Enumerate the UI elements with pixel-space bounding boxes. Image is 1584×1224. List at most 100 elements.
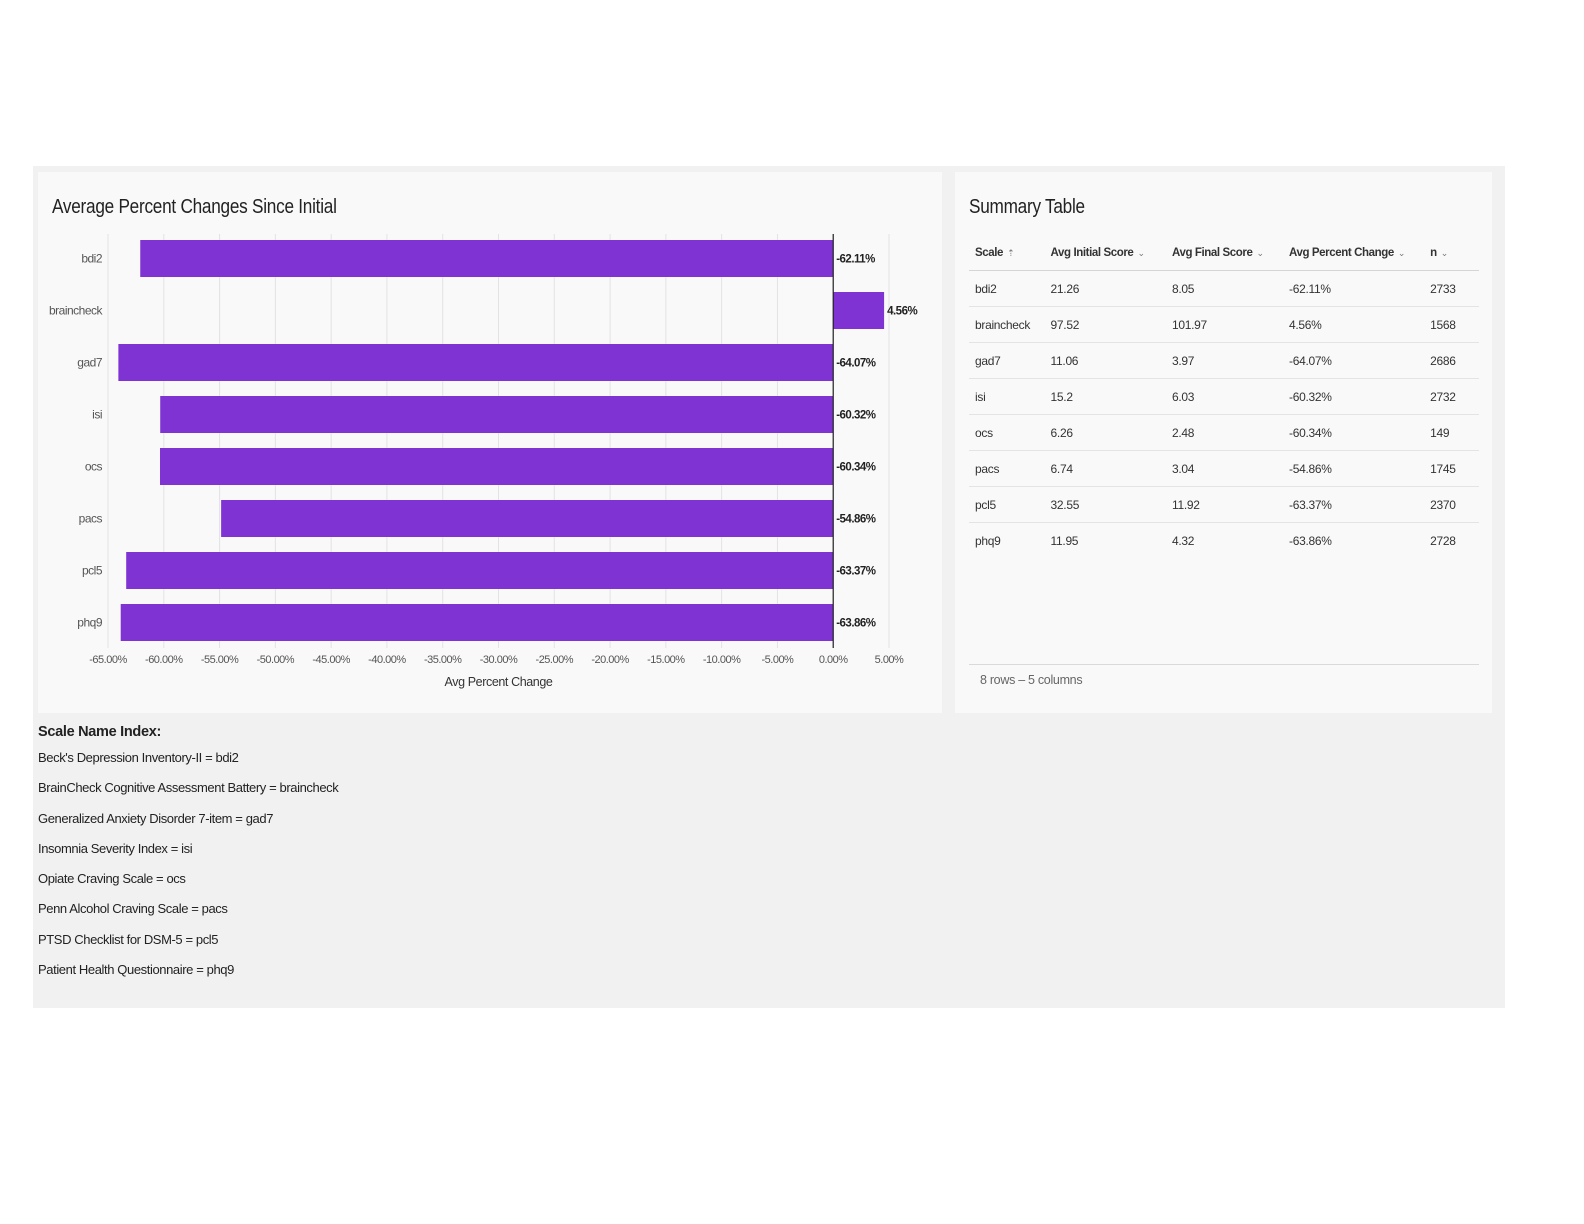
table-cell: ocs [969,414,1045,451]
x-tick-label: -35.00% [424,654,462,666]
table-row: braincheck 97.52 101.97 4.56% 1568 [969,306,1479,343]
x-tick-label: -45.00% [312,654,350,666]
y-tick-label: braincheck [49,304,104,318]
table-cell: phq9 [975,533,1001,548]
data-label: -54.86% [836,514,876,526]
table-row: gad7 11.06 3.97 -64.07% 2686 [969,342,1479,379]
x-tick-label: -5.00% [761,654,794,666]
bar [140,240,834,277]
y-tick-label: ocs [85,460,103,474]
column-header-2[interactable]: Avg Final Score ⌄ [1165,236,1284,271]
summary-table-panel: Summary Table Scale ⇡ Avg Initial Score ⌄ Av… [955,172,1492,713]
table-row: ocs 6.26 2.48 -60.34% 149 [969,414,1479,451]
bar [833,292,885,329]
x-tick-label: -60.00% [145,654,183,666]
table-cell: 2686 [1424,342,1479,379]
data-label: 4.56% [887,306,917,318]
table-cell: -64.07% [1283,342,1425,379]
chevron-down-icon[interactable]: ⌄ [1397,248,1406,258]
table-cell: 2.48 [1165,414,1284,451]
x-tick-label: -40.00% [368,654,406,666]
table-cell: 32.55 [1044,486,1166,523]
index-item: Insomnia Severity Index = isi [38,840,193,856]
bar [118,344,834,381]
table-cell: 149 [1424,414,1479,451]
table-header-row: Scale ⇡ Avg Initial Score ⌄ Avg Final Score ⌄… [969,236,1479,271]
table-cell: -60.34% [1283,414,1425,451]
index-item: Opiate Craving Scale = ocs [38,871,186,887]
column-header-3[interactable]: Avg Percent Change ⌄ [1283,236,1425,271]
x-tick-label: -30.00% [480,654,518,666]
data-label: -62.11% [836,254,875,266]
index-item: Patient Health Questionnaire = phq9 [38,962,234,978]
y-tick-label: pacs [79,512,103,526]
table-row: bdi2 21.26 8.05 -62.11% 2733 [969,270,1479,307]
index-item: BrainCheck Cognitive Assessment Battery … [38,780,339,796]
table-row: pcl5 32.55 11.92 -63.37% 2370 [969,486,1479,523]
table-row: pacs 6.74 3.04 -54.86% 1745 [969,450,1479,487]
table-cell: -63.86% [1289,533,1332,548]
y-tick-label: phq9 [77,616,103,630]
table-row: phq9 11.95 4.32 -63.86% 2728 [969,523,1479,559]
table-cell: 4.32 [1171,533,1195,548]
table-row: isi 15.2 6.03 -60.32% 2732 [969,378,1479,415]
y-tick-label: isi [92,408,102,422]
table-cell: pcl5 [969,486,1045,523]
chevron-down-icon[interactable]: ⌄ [1137,248,1145,258]
column-header-1[interactable]: Avg Initial Score ⌄ [1044,236,1166,271]
table-cell: 101.97 [1165,306,1284,343]
y-tick-label: gad7 [77,356,103,370]
x-tick-label: -50.00% [257,654,295,666]
table-cell: 11.95 [1050,533,1079,548]
y-tick-label: bdi2 [81,252,103,266]
table-cell: 6.26 [1044,414,1166,451]
sort-asc-icon[interactable]: ⇡ [1007,248,1015,258]
bar [120,604,834,641]
table-cell: gad7 [969,342,1045,379]
table-cell: -54.86% [1283,450,1425,487]
index-title: Scale Name Index: [38,724,162,740]
table-cell: 1568 [1424,306,1479,343]
index-item: PTSD Checklist for DSM-5 = pcl5 [38,931,219,947]
table-cell: 2728 [1430,533,1456,548]
column-header-label: Avg Final Score [1171,247,1253,259]
summary-table: Scale ⇡ Avg Initial Score ⌄ Avg Final Score ⌄… [969,236,1479,558]
table-cell: -63.37% [1283,486,1425,523]
scale-name-index: Scale Name Index: Beck's Depression Inve… [38,724,339,992]
chevron-down-icon[interactable]: ⌄ [1256,248,1264,258]
x-tick-label: -25.00% [536,654,574,666]
bar [126,552,834,589]
x-tick-label: -20.00% [591,654,629,666]
table-cell: 6.03 [1165,378,1284,415]
table-footer: 8 rows – 5 columns [969,664,1479,687]
x-tick-label: 0.00% [819,654,848,666]
table-cell: 1745 [1424,450,1479,487]
column-header-label: Scale [975,247,1004,259]
table-cell: 2732 [1424,378,1479,415]
dashboard: Average Percent Changes Since Initial -6… [33,166,1505,1008]
table-cell: 3.04 [1165,450,1284,487]
table-cell: braincheck [969,306,1045,343]
table-title: Summary Table [969,196,1085,218]
column-header-0[interactable]: Scale ⇡ [969,236,1045,271]
table-cell: 6.74 [1044,450,1166,487]
table-cell: 11.06 [1044,342,1166,379]
table-cell: 2370 [1424,486,1479,523]
bar [159,448,834,485]
table-cell: isi [969,378,1045,415]
chevron-down-icon[interactable]: ⌄ [1440,248,1449,258]
table-cell: 97.52 [1044,306,1166,343]
table-cell: 8.05 [1165,270,1284,307]
table-cell: -62.11% [1283,270,1425,307]
data-label: -64.07% [836,358,876,370]
column-header-4[interactable]: n ⌄ [1424,236,1479,271]
index-item: Generalized Anxiety Disorder 7-item = ga… [38,810,274,826]
index-list: Beck's Depression Inventory-II = bdi2 Bra… [38,750,339,992]
table-cell: 2733 [1424,270,1479,307]
x-tick-label: -10.00% [703,654,741,666]
table-cell: pacs [969,450,1045,487]
table-cell: -60.32% [1283,378,1425,415]
bar [160,396,834,433]
table-cell: 11.92 [1165,486,1284,523]
table-cell: 21.26 [1044,270,1166,307]
